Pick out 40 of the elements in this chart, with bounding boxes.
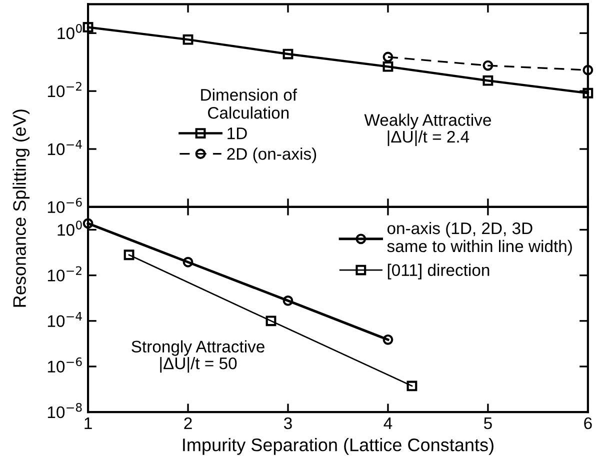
- legend-title: Dimension of Calculation: [201, 88, 298, 119]
- x-tick-label: 1: [84, 418, 92, 430]
- y-tick-label: 10$^{−2}$: [48, 266, 82, 282]
- point: [382, 61, 394, 72]
- point: [182, 34, 194, 45]
- point: [82, 22, 94, 32]
- legend-label: 2D (on-axis): [227, 148, 316, 164]
- y-tick-label: 10$^{−8}$: [48, 402, 82, 418]
- y-tick-label: 10$^{0}$: [58, 24, 82, 40]
- annotation: Strongly Attractive |ΔU|/t = 50: [132, 340, 264, 373]
- point: [582, 64, 594, 76]
- point: [182, 256, 194, 268]
- y-tick-label: 10$^{−6}$: [48, 357, 82, 373]
- point: [82, 218, 94, 229]
- legend-label: [011] direction: [388, 264, 490, 280]
- x-tick-label: 2: [184, 417, 192, 430]
- y-axis-title: Resonance Splitting (eV): [12, 110, 30, 307]
- legend-label: on-axis (1D, 2D, 3D same to within line width): [387, 222, 572, 256]
- point: [266, 316, 276, 326]
- point: [482, 60, 494, 71]
- y-tick-label: 10$^{−2}$: [48, 82, 82, 98]
- y-tick-label: 10$^{−6}$: [48, 198, 82, 214]
- point: [382, 52, 394, 62]
- annotation: Weakly Attractive |ΔU|/t = 2.4: [364, 114, 491, 146]
- x-tick-label: 5: [484, 418, 492, 430]
- y-tick-label: 10$^{−4}$: [48, 140, 82, 156]
- x-tick-label: 6: [584, 417, 592, 430]
- point: [282, 295, 294, 306]
- x-tick-label: 3: [284, 417, 292, 430]
- x-tick-label: 4: [384, 418, 392, 430]
- point: [282, 48, 294, 60]
- point: [382, 334, 394, 345]
- y-tick-label: 10$^{0}$: [58, 220, 82, 236]
- point: [124, 250, 134, 260]
- y-tick-label: 10$^{−4}$: [48, 312, 82, 327]
- point: [406, 380, 418, 392]
- x-axis-title: Impurity Separation (Lattice Constants): [183, 438, 494, 455]
- point: [582, 88, 594, 98]
- point: [482, 75, 494, 86]
- legend-label: 1D: [228, 128, 247, 140]
